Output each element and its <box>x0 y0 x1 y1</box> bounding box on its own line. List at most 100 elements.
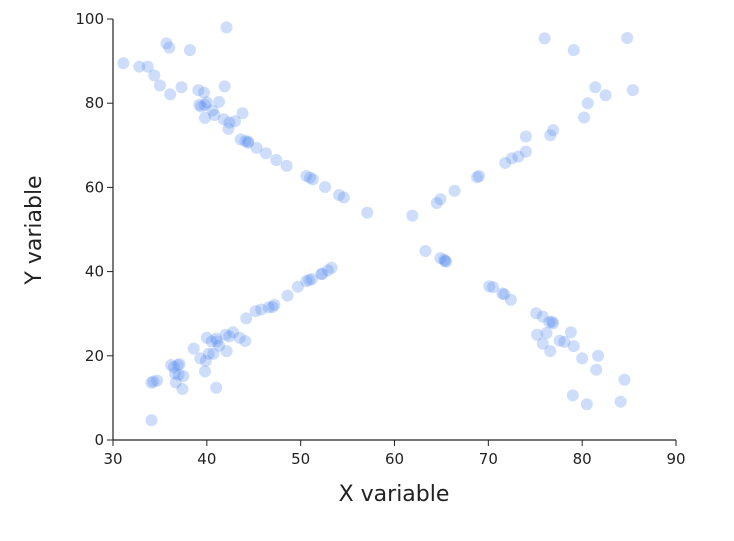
y-tick-label: 0 <box>94 431 104 449</box>
point <box>208 108 221 121</box>
point <box>177 370 190 383</box>
point <box>621 31 634 44</box>
point <box>194 352 207 365</box>
point <box>614 395 627 408</box>
y-tick-label: 20 <box>85 347 104 365</box>
point <box>337 191 350 204</box>
point <box>599 89 612 102</box>
y-tick-label: 80 <box>85 94 104 112</box>
point <box>304 171 317 184</box>
point <box>546 315 559 328</box>
point <box>169 376 182 389</box>
point <box>145 414 158 427</box>
point <box>239 335 252 348</box>
point <box>576 352 589 365</box>
point <box>198 86 211 99</box>
point <box>202 347 215 360</box>
point <box>553 334 566 347</box>
point <box>430 196 443 209</box>
point <box>249 305 262 318</box>
point <box>626 84 639 97</box>
point <box>167 361 180 374</box>
point <box>618 373 631 386</box>
point <box>305 273 318 286</box>
point <box>211 335 224 348</box>
point <box>538 32 551 45</box>
x-tick-label: 50 <box>291 450 310 468</box>
point <box>153 79 166 92</box>
point <box>303 274 316 287</box>
point <box>163 41 176 54</box>
point <box>300 275 313 288</box>
point <box>547 317 560 330</box>
point <box>280 159 293 172</box>
point <box>270 154 283 167</box>
point <box>168 367 181 380</box>
point <box>239 135 252 148</box>
point <box>268 298 281 311</box>
point <box>217 113 230 126</box>
y-tick-label: 60 <box>85 178 104 196</box>
point <box>361 206 374 219</box>
point <box>498 288 511 301</box>
point <box>223 330 236 343</box>
point <box>281 289 294 302</box>
point <box>228 115 241 128</box>
point <box>321 264 334 277</box>
point <box>199 354 212 367</box>
x-tick-label: 80 <box>573 450 592 468</box>
point <box>259 147 272 160</box>
point <box>205 335 218 348</box>
point <box>151 374 164 387</box>
point <box>590 363 603 376</box>
point <box>315 268 328 281</box>
point <box>234 133 247 146</box>
point <box>175 81 188 94</box>
point <box>193 98 206 111</box>
point <box>145 376 158 389</box>
point <box>266 300 279 313</box>
point <box>448 184 461 197</box>
point <box>540 327 553 340</box>
x-tick-label: 60 <box>385 450 404 468</box>
point <box>487 281 500 294</box>
x-tick-label: 70 <box>479 450 498 468</box>
point <box>242 136 255 149</box>
point <box>160 37 173 50</box>
point <box>233 331 246 344</box>
point <box>148 69 161 82</box>
point <box>165 359 178 372</box>
point <box>566 389 579 402</box>
point <box>207 347 220 360</box>
point <box>206 104 219 117</box>
point <box>262 301 275 314</box>
point <box>438 253 451 266</box>
x-axis-label: X variable <box>339 482 450 507</box>
point <box>496 287 509 300</box>
point <box>187 342 200 355</box>
point <box>325 261 338 274</box>
point <box>291 280 304 293</box>
point <box>236 107 249 120</box>
point <box>567 340 580 353</box>
point <box>183 44 196 57</box>
point <box>240 312 253 325</box>
point <box>519 145 532 158</box>
point <box>578 111 591 124</box>
point <box>218 80 231 93</box>
point <box>227 326 240 339</box>
point <box>117 57 130 70</box>
point <box>147 375 160 388</box>
point <box>213 339 226 352</box>
point <box>220 345 233 358</box>
point <box>319 180 332 193</box>
point <box>434 252 447 265</box>
y-axis-label: Y variable <box>22 175 47 285</box>
point <box>200 96 213 109</box>
x-tick-label: 30 <box>103 450 122 468</box>
point <box>250 141 263 154</box>
y-tick-label: 100 <box>75 10 104 28</box>
point <box>192 84 205 97</box>
point <box>213 95 226 108</box>
